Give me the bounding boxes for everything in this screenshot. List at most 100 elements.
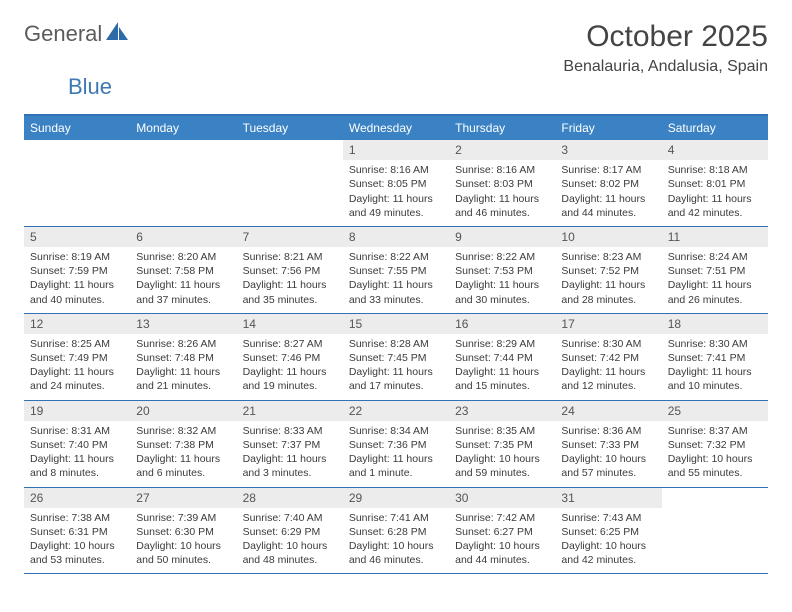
daylight-text: Daylight: 11 hours and 8 minutes.	[30, 452, 124, 480]
day-body: Sunrise: 8:19 AMSunset: 7:59 PMDaylight:…	[24, 247, 130, 313]
location: Benalauria, Andalusia, Spain	[563, 58, 768, 76]
day-body: Sunrise: 7:42 AMSunset: 6:27 PMDaylight:…	[449, 508, 555, 574]
day-number: 20	[130, 401, 236, 421]
daylight-text: Daylight: 10 hours and 44 minutes.	[455, 539, 549, 567]
day-body: Sunrise: 8:30 AMSunset: 7:41 PMDaylight:…	[662, 334, 768, 400]
daylight-text: Daylight: 11 hours and 10 minutes.	[668, 365, 762, 393]
sail-icon	[104, 20, 130, 48]
sunset-text: Sunset: 7:35 PM	[455, 438, 549, 452]
daylight-text: Daylight: 11 hours and 26 minutes.	[668, 278, 762, 306]
daylight-text: Daylight: 11 hours and 3 minutes.	[243, 452, 337, 480]
day-cell: 26Sunrise: 7:38 AMSunset: 6:31 PMDayligh…	[24, 488, 130, 574]
day-number: 8	[343, 227, 449, 247]
day-number: 27	[130, 488, 236, 508]
day-cell: 4Sunrise: 8:18 AMSunset: 8:01 PMDaylight…	[662, 140, 768, 226]
sunset-text: Sunset: 7:37 PM	[243, 438, 337, 452]
day-number: 7	[237, 227, 343, 247]
sunrise-text: Sunrise: 7:41 AM	[349, 511, 443, 525]
day-number: 31	[555, 488, 661, 508]
sunrise-text: Sunrise: 8:26 AM	[136, 337, 230, 351]
day-body: Sunrise: 8:16 AMSunset: 8:05 PMDaylight:…	[343, 160, 449, 226]
day-cell: 14Sunrise: 8:27 AMSunset: 7:46 PMDayligh…	[237, 314, 343, 400]
day-body: Sunrise: 8:29 AMSunset: 7:44 PMDaylight:…	[449, 334, 555, 400]
day-number: 6	[130, 227, 236, 247]
daylight-text: Daylight: 11 hours and 40 minutes.	[30, 278, 124, 306]
week-row: 1Sunrise: 8:16 AMSunset: 8:05 PMDaylight…	[24, 140, 768, 227]
day-cell: 21Sunrise: 8:33 AMSunset: 7:37 PMDayligh…	[237, 401, 343, 487]
day-body: Sunrise: 8:31 AMSunset: 7:40 PMDaylight:…	[24, 421, 130, 487]
day-header: Friday	[555, 116, 661, 140]
sunset-text: Sunset: 8:02 PM	[561, 177, 655, 191]
week-row: 26Sunrise: 7:38 AMSunset: 6:31 PMDayligh…	[24, 488, 768, 575]
sunrise-text: Sunrise: 7:39 AM	[136, 511, 230, 525]
sunset-text: Sunset: 6:29 PM	[243, 525, 337, 539]
day-cell: 25Sunrise: 8:37 AMSunset: 7:32 PMDayligh…	[662, 401, 768, 487]
day-body: Sunrise: 7:40 AMSunset: 6:29 PMDaylight:…	[237, 508, 343, 574]
day-cell: 19Sunrise: 8:31 AMSunset: 7:40 PMDayligh…	[24, 401, 130, 487]
daylight-text: Daylight: 11 hours and 19 minutes.	[243, 365, 337, 393]
day-body: Sunrise: 8:26 AMSunset: 7:48 PMDaylight:…	[130, 334, 236, 400]
sunrise-text: Sunrise: 8:17 AM	[561, 163, 655, 177]
day-number: 2	[449, 140, 555, 160]
sunset-text: Sunset: 7:41 PM	[668, 351, 762, 365]
sunset-text: Sunset: 7:36 PM	[349, 438, 443, 452]
sunset-text: Sunset: 7:46 PM	[243, 351, 337, 365]
sunrise-text: Sunrise: 8:30 AM	[561, 337, 655, 351]
day-body: Sunrise: 8:34 AMSunset: 7:36 PMDaylight:…	[343, 421, 449, 487]
calendar-page: General October 2025 Benalauria, Andalus…	[0, 0, 792, 574]
day-cell: 5Sunrise: 8:19 AMSunset: 7:59 PMDaylight…	[24, 227, 130, 313]
day-number: 9	[449, 227, 555, 247]
day-cell: 22Sunrise: 8:34 AMSunset: 7:36 PMDayligh…	[343, 401, 449, 487]
sunset-text: Sunset: 8:01 PM	[668, 177, 762, 191]
sunset-text: Sunset: 7:33 PM	[561, 438, 655, 452]
day-number: 23	[449, 401, 555, 421]
day-cell: 15Sunrise: 8:28 AMSunset: 7:45 PMDayligh…	[343, 314, 449, 400]
day-body: Sunrise: 8:18 AMSunset: 8:01 PMDaylight:…	[662, 160, 768, 226]
day-number: 24	[555, 401, 661, 421]
sunset-text: Sunset: 7:55 PM	[349, 264, 443, 278]
day-number: 16	[449, 314, 555, 334]
day-body: Sunrise: 7:41 AMSunset: 6:28 PMDaylight:…	[343, 508, 449, 574]
sunset-text: Sunset: 7:48 PM	[136, 351, 230, 365]
sunrise-text: Sunrise: 8:21 AM	[243, 250, 337, 264]
day-number: 26	[24, 488, 130, 508]
sunrise-text: Sunrise: 8:22 AM	[455, 250, 549, 264]
day-number: 11	[662, 227, 768, 247]
daylight-text: Daylight: 11 hours and 1 minute.	[349, 452, 443, 480]
day-cell	[130, 140, 236, 226]
week-row: 5Sunrise: 8:19 AMSunset: 7:59 PMDaylight…	[24, 227, 768, 314]
sunrise-text: Sunrise: 8:22 AM	[349, 250, 443, 264]
day-header: Monday	[130, 116, 236, 140]
day-number: 30	[449, 488, 555, 508]
day-body: Sunrise: 8:33 AMSunset: 7:37 PMDaylight:…	[237, 421, 343, 487]
day-body: Sunrise: 8:16 AMSunset: 8:03 PMDaylight:…	[449, 160, 555, 226]
day-cell: 3Sunrise: 8:17 AMSunset: 8:02 PMDaylight…	[555, 140, 661, 226]
weeks-container: 1Sunrise: 8:16 AMSunset: 8:05 PMDaylight…	[24, 140, 768, 574]
logo-text-blue: Blue	[68, 74, 768, 100]
week-row: 12Sunrise: 8:25 AMSunset: 7:49 PMDayligh…	[24, 314, 768, 401]
day-cell: 23Sunrise: 8:35 AMSunset: 7:35 PMDayligh…	[449, 401, 555, 487]
day-header: Thursday	[449, 116, 555, 140]
day-number: 15	[343, 314, 449, 334]
sunset-text: Sunset: 7:58 PM	[136, 264, 230, 278]
day-body: Sunrise: 8:32 AMSunset: 7:38 PMDaylight:…	[130, 421, 236, 487]
sunset-text: Sunset: 6:25 PM	[561, 525, 655, 539]
day-body: Sunrise: 8:30 AMSunset: 7:42 PMDaylight:…	[555, 334, 661, 400]
day-cell: 12Sunrise: 8:25 AMSunset: 7:49 PMDayligh…	[24, 314, 130, 400]
daylight-text: Daylight: 10 hours and 57 minutes.	[561, 452, 655, 480]
day-number: 25	[662, 401, 768, 421]
sunrise-text: Sunrise: 8:28 AM	[349, 337, 443, 351]
sunrise-text: Sunrise: 8:37 AM	[668, 424, 762, 438]
day-number: 21	[237, 401, 343, 421]
month-title: October 2025	[563, 20, 768, 54]
day-number: 17	[555, 314, 661, 334]
daylight-text: Daylight: 11 hours and 44 minutes.	[561, 192, 655, 220]
daylight-text: Daylight: 11 hours and 46 minutes.	[455, 192, 549, 220]
day-body: Sunrise: 7:43 AMSunset: 6:25 PMDaylight:…	[555, 508, 661, 574]
sunrise-text: Sunrise: 7:40 AM	[243, 511, 337, 525]
daylight-text: Daylight: 10 hours and 55 minutes.	[668, 452, 762, 480]
day-body: Sunrise: 8:27 AMSunset: 7:46 PMDaylight:…	[237, 334, 343, 400]
day-number: 29	[343, 488, 449, 508]
sunset-text: Sunset: 7:44 PM	[455, 351, 549, 365]
daylight-text: Daylight: 10 hours and 59 minutes.	[455, 452, 549, 480]
